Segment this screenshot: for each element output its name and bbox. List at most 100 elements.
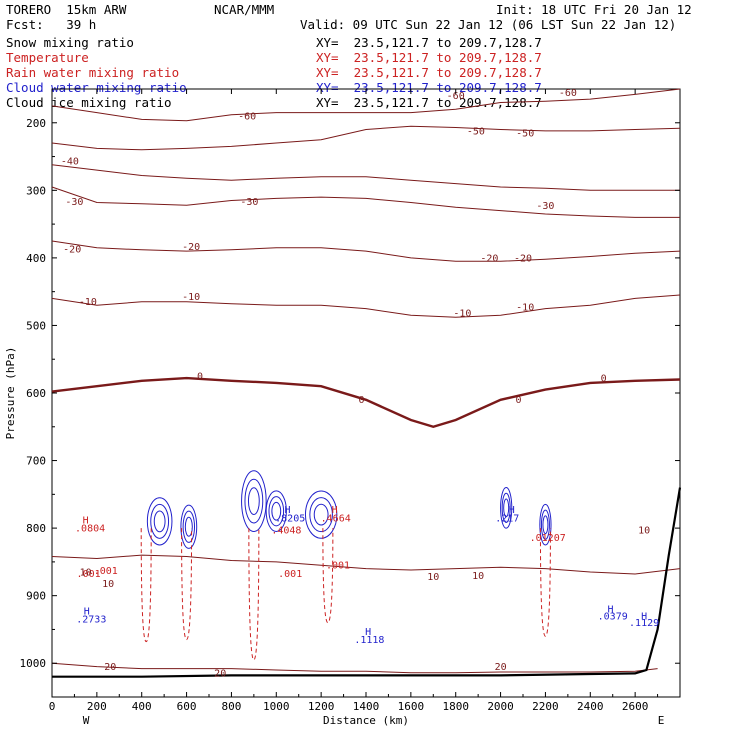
contour-label: -30 <box>65 197 83 208</box>
contour-label: H <box>607 605 613 616</box>
x-tick-label: 1400 <box>353 700 380 713</box>
x-tick-label: 400 <box>132 700 152 713</box>
isotherm-line <box>51 164 680 191</box>
field-name-rain: Rain water mixing ratio <box>6 65 180 80</box>
contour-label: -40 <box>61 157 79 168</box>
contour-label: -20 <box>480 253 498 264</box>
contour-label: -20 <box>182 242 200 253</box>
contour-label: H <box>365 627 371 638</box>
contour-label: -20 <box>63 245 81 256</box>
x-tick-label: 2400 <box>577 700 604 713</box>
cloud-contour <box>309 497 333 533</box>
y-tick-label: 1000 <box>20 657 47 670</box>
contour-label: 0 <box>601 374 607 385</box>
field-xy-snow: XY= 23.5,121.7 to 209.7,128.7 <box>316 35 542 50</box>
y-tick-label: 600 <box>26 387 46 400</box>
contour-label: -60 <box>559 88 577 99</box>
contour-label: .2733 <box>76 615 106 626</box>
contour-label: 10 <box>638 526 650 537</box>
field-name-cloud-water: Cloud water mixing ratio <box>6 80 187 95</box>
contour-label: .001 <box>94 566 118 577</box>
contour-label: -10 <box>79 297 97 308</box>
terrain-layer <box>52 487 682 678</box>
field-name-snow: Snow mixing ratio <box>6 35 134 50</box>
contour-label: -50 <box>516 128 534 139</box>
x-tick-label: 1200 <box>308 700 335 713</box>
cloud-contour <box>540 509 550 540</box>
cloud-contour <box>241 470 267 532</box>
y-tick-label: 400 <box>26 252 46 265</box>
cloud-contour <box>180 504 198 549</box>
plot-frame <box>51 88 681 698</box>
contour-label: .4048 <box>271 526 301 537</box>
y-tick-label: 700 <box>26 455 46 468</box>
contour-label: H <box>509 505 515 516</box>
contour-label: -10 <box>453 309 471 320</box>
field-xy-temperature: XY= 23.5,121.7 to 209.7,128.7 <box>316 50 542 65</box>
x-tick-label: 1600 <box>398 700 425 713</box>
cloud-contour <box>150 503 170 539</box>
isotherm-line <box>51 294 681 318</box>
field-xy-rain: XY= 23.5,121.7 to 209.7,128.7 <box>316 65 542 80</box>
field-xy-cloud-water: XY= 23.5,121.7 to 209.7,128.7 <box>316 80 542 95</box>
cloud-contour <box>182 510 196 543</box>
init-time: Init: 18 UTC Fri 20 Jan 12 <box>496 2 692 17</box>
contour-label: .217 <box>495 513 519 524</box>
contour-label: .001 <box>77 569 101 580</box>
east-label: E <box>658 714 665 727</box>
center-name: NCAR/MMM <box>214 2 275 17</box>
contour-label: .8205 <box>275 513 305 524</box>
forecast-hour: Fcst: 39 h <box>6 17 97 32</box>
annotation-layer: H.0804.001.001H.8205.4048.001H.4664.001H… <box>61 88 659 680</box>
isotherm-line <box>51 554 681 575</box>
rain-contour <box>140 528 152 643</box>
cloud-contour <box>313 503 329 526</box>
x-tick-label: 1000 <box>263 700 290 713</box>
contour-label: 20 <box>495 662 507 673</box>
isotherm-line <box>51 88 681 122</box>
cloud-contour <box>500 487 513 529</box>
contour-label: -10 <box>516 303 534 314</box>
contour-label: 10 <box>427 572 439 583</box>
x-tick-label: 600 <box>177 700 197 713</box>
y-tick-label: 900 <box>26 590 46 603</box>
contour-label: .4664 <box>321 513 351 524</box>
contour-label: 20 <box>104 662 116 673</box>
cloud-contour <box>244 478 264 524</box>
contour-label: 20 <box>214 669 226 680</box>
contour-label: .0804 <box>75 524 105 535</box>
contour-label: H <box>641 611 647 622</box>
cloud-contour <box>268 496 285 527</box>
y-tick-label: 800 <box>26 522 46 535</box>
contour-label: 0 <box>358 395 364 406</box>
contour-label: -30 <box>536 201 554 212</box>
contour-label: 10 <box>102 579 114 590</box>
axis-layer: 0 200 400 600 800 1000 1200 1400 1600 1800 2000 220… <box>20 88 680 713</box>
cloud-contour <box>501 492 511 523</box>
isotherm-line <box>51 240 681 262</box>
rain-contour <box>322 528 334 624</box>
cloud-contour <box>146 497 173 546</box>
contour-label: -60 <box>447 91 465 102</box>
cloud-contour <box>542 515 549 535</box>
contour-label: .1118 <box>354 635 384 646</box>
contour-label: -30 <box>240 197 258 208</box>
valid-time: Valid: 09 UTC Sun 22 Jan 12 (06 LST Sun … <box>300 17 677 32</box>
cloud-contour <box>539 503 552 546</box>
cloud-contour <box>304 490 338 539</box>
x-tick-label: 2600 <box>622 700 649 713</box>
contour-label: .001 <box>326 561 350 572</box>
contour-label: .001 <box>278 569 302 580</box>
contour-label: 0 <box>515 395 521 406</box>
cloud-contour <box>184 516 193 537</box>
x-tick-label: 0 <box>49 700 56 713</box>
field-name-temperature: Temperature <box>6 50 89 65</box>
x-tick-label: 800 <box>221 700 241 713</box>
isotherm-line <box>51 376 681 429</box>
x-tick-label: 200 <box>87 700 107 713</box>
isotherm-layer <box>51 88 681 674</box>
cloud-contour <box>247 487 260 515</box>
x-axis-title: Distance (km) <box>323 714 409 727</box>
isotherm-line <box>51 125 681 151</box>
y-tick-label: 300 <box>26 184 46 197</box>
